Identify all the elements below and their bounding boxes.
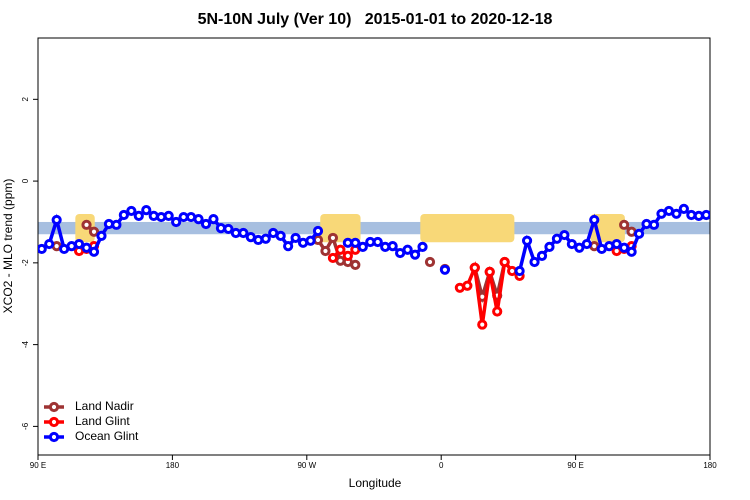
series-point <box>633 228 645 239</box>
series-point <box>492 306 503 317</box>
y-tick-label: -2 <box>21 259 30 267</box>
y-tick-label: -4 <box>21 341 30 349</box>
series-point <box>51 214 62 226</box>
series-point <box>559 229 570 241</box>
series-point <box>678 203 689 214</box>
series-point <box>208 214 219 225</box>
series-point <box>469 262 480 273</box>
series-point <box>409 249 421 260</box>
series-point <box>484 266 495 277</box>
series-point <box>44 238 55 250</box>
series-point <box>648 219 660 230</box>
series-point <box>574 242 585 253</box>
series-point <box>171 216 182 228</box>
series-point <box>38 243 47 255</box>
chart-title: 5N-10N July (Ver 10) 2015-01-01 to 2020-… <box>198 11 553 28</box>
series-point <box>81 242 92 253</box>
series-point <box>342 250 353 262</box>
legend-marker <box>48 431 60 443</box>
series-point <box>619 242 630 253</box>
series-point <box>126 205 137 217</box>
series-point <box>73 238 85 250</box>
x-tick-label: 0 <box>439 461 444 470</box>
series-point <box>283 240 294 252</box>
series-layer <box>38 203 710 330</box>
x-tick-label: 90 W <box>297 461 316 470</box>
y-tick-label: -6 <box>21 422 30 430</box>
legend-label: Land Glint <box>75 414 130 428</box>
series-point <box>335 244 346 255</box>
series-point <box>514 265 525 277</box>
series-point <box>551 233 563 244</box>
series-point <box>619 219 630 230</box>
series-point <box>327 252 339 264</box>
series-point <box>141 205 152 216</box>
series-point <box>163 210 174 221</box>
series-point <box>88 246 100 257</box>
series-point <box>536 250 548 262</box>
x-tick-label: 180 <box>166 461 180 470</box>
series-point <box>544 241 555 253</box>
x-tick-label: 180 <box>703 461 717 470</box>
series-point <box>417 241 428 253</box>
land-band <box>420 213 515 243</box>
series-point <box>589 214 600 226</box>
series-point <box>424 256 436 268</box>
legend-label: Ocean Glint <box>75 429 139 443</box>
series-point <box>529 256 540 268</box>
series-point <box>350 237 361 248</box>
series-point <box>290 232 301 244</box>
series-point <box>439 264 451 275</box>
series-point <box>312 225 324 237</box>
series-point <box>566 238 577 250</box>
series-point <box>521 235 533 246</box>
series-point <box>275 230 286 241</box>
series-point <box>111 219 122 230</box>
series-point <box>581 238 592 250</box>
x-axis-label: Longitude <box>349 476 402 490</box>
series-point <box>701 209 710 221</box>
legend-label: Land Nadir <box>75 399 134 413</box>
series-point <box>81 219 92 230</box>
series-point <box>611 238 622 250</box>
y-tick-label: 0 <box>21 178 30 183</box>
x-tick-label: 90 E <box>567 461 583 470</box>
series-point <box>671 208 682 219</box>
series-point <box>477 319 488 330</box>
series-point <box>133 210 144 221</box>
series-point <box>96 230 107 241</box>
series-point <box>357 241 368 253</box>
series-point <box>402 244 413 255</box>
series-point <box>350 259 361 270</box>
series-point <box>260 233 271 244</box>
series-point <box>238 227 249 239</box>
legend-marker <box>48 416 60 428</box>
series-point <box>462 280 473 291</box>
y-axis-label: XCO2 - MLO trend (ppm) <box>1 179 15 314</box>
series-point <box>387 240 398 252</box>
series-point <box>320 245 331 257</box>
x-tick-label: 90 E <box>30 461 46 470</box>
series-point <box>223 223 234 235</box>
series-point <box>327 232 339 244</box>
series-point <box>118 209 129 221</box>
legend-marker <box>48 401 60 413</box>
series-point <box>88 226 100 237</box>
series-point <box>499 256 510 268</box>
series-point <box>305 235 316 246</box>
series-point <box>372 236 383 248</box>
series-point <box>626 246 637 257</box>
series-point <box>200 218 212 230</box>
y-tick-label: 2 <box>21 97 30 102</box>
series-point <box>193 214 204 225</box>
